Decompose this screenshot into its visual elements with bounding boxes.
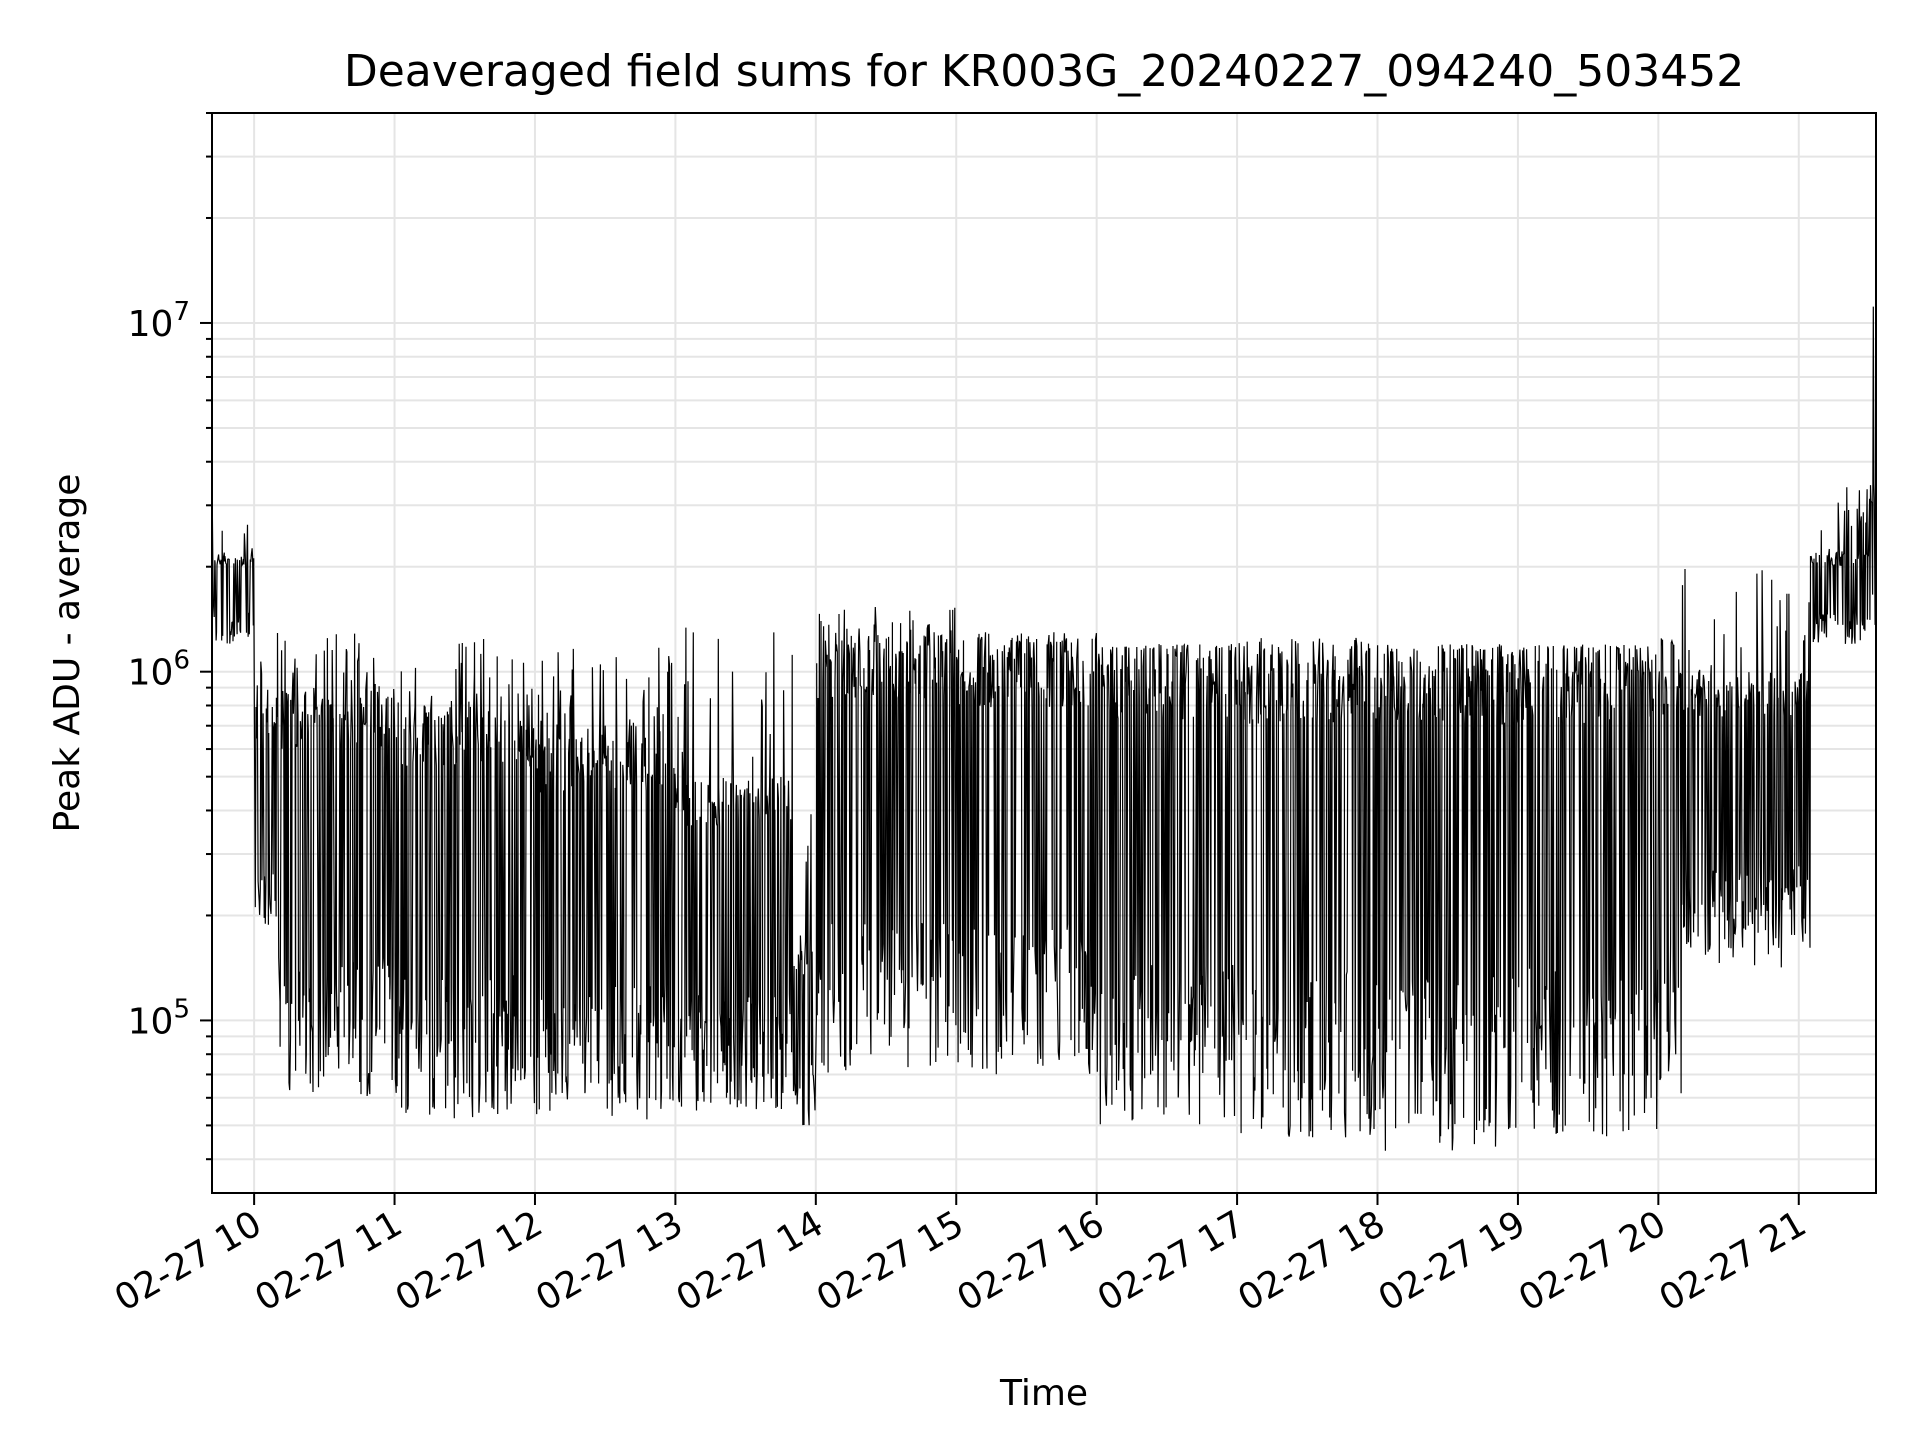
series-line [211, 306, 1877, 1151]
y-tick-label: 106 [128, 646, 190, 694]
y-tick-label: 105 [128, 994, 190, 1042]
y-tick-label: 107 [128, 297, 190, 345]
x-axis-label: Time [999, 1373, 1088, 1414]
y-axis-label: Peak ADU - average [47, 474, 88, 833]
plot-frame [211, 112, 1877, 1194]
chart-title: Deaveraged field sums for KR003G_2024022… [344, 46, 1744, 97]
data-series [211, 306, 1877, 1151]
